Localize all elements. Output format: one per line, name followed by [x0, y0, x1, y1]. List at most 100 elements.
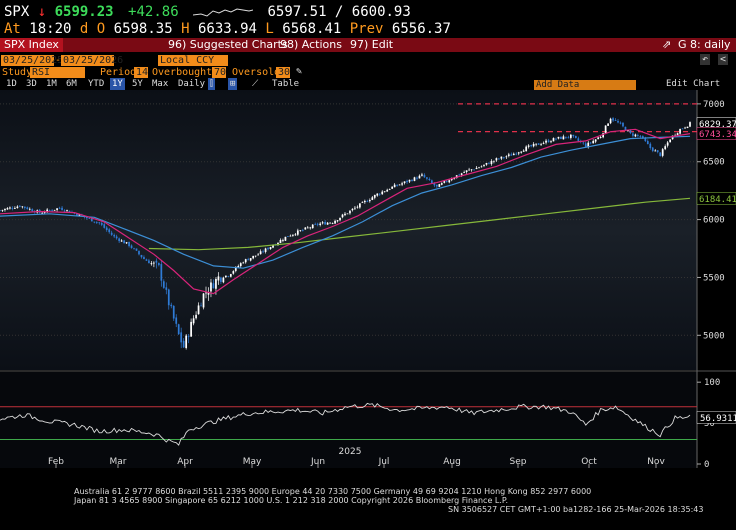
candle-body-269	[666, 142, 669, 146]
candle-body-49	[120, 240, 123, 242]
candle-body-24	[58, 207, 61, 209]
candle-body-119	[294, 234, 297, 236]
range-max[interactable]: Max	[152, 79, 169, 89]
candle-body-157	[388, 189, 391, 191]
currency-select[interactable]: Local CCY	[158, 55, 228, 66]
candle-body-197	[488, 163, 490, 165]
candle-body-2	[4, 208, 6, 211]
prev-label: Prev	[349, 21, 384, 37]
x-tick-label-5: Jul	[378, 457, 390, 467]
candle-body-53	[130, 245, 133, 248]
candle-type-icon[interactable]: ⊞	[228, 78, 238, 90]
candle-body-36	[88, 217, 91, 219]
study-select[interactable]: RSI	[30, 67, 85, 78]
table-button[interactable]: Table	[272, 79, 300, 89]
x-tick-label-6: Aug	[443, 457, 461, 467]
ma-50-line	[0, 135, 691, 269]
period-input[interactable]: 14	[134, 67, 149, 78]
open-value: 6598.35	[113, 21, 173, 37]
candle-body-169	[418, 175, 421, 179]
add-data-input[interactable]: Add Data	[534, 80, 636, 90]
candle-body-129	[319, 223, 322, 225]
edit-chart-button[interactable]: Edit Chart	[666, 79, 721, 89]
edit-button[interactable]: 97) Edit	[350, 38, 394, 51]
candle-body-60	[148, 260, 150, 264]
candle-body-138	[341, 214, 344, 218]
candle-body-90	[222, 277, 225, 283]
candle-body-200	[495, 158, 498, 161]
frequency-select[interactable]: Daily	[178, 79, 206, 89]
overbought-label: Overbought	[152, 67, 213, 78]
candle-body-104	[257, 254, 259, 256]
pencil-icon[interactable]: ✎	[296, 66, 303, 77]
candle-body-114	[282, 240, 284, 241]
candle-body-266	[659, 152, 662, 157]
candle-body-174	[431, 180, 433, 183]
candle-body-50	[123, 240, 125, 244]
overbought-input[interactable]: 70	[212, 67, 227, 78]
chart-type-icon[interactable]: ⫿	[208, 78, 215, 90]
candle-body-150	[371, 197, 374, 200]
external-link-icon[interactable]: ⇗	[662, 38, 672, 51]
candle-body-274	[679, 129, 681, 134]
back-icon[interactable]: <	[718, 54, 729, 65]
candle-body-109	[269, 247, 272, 250]
candle-body-3	[6, 208, 9, 210]
candle-body-159	[393, 184, 396, 188]
rsi-value-label: 56.9311	[700, 414, 736, 424]
line-icon[interactable]: ⟋	[252, 79, 259, 89]
candle-body-28	[68, 210, 71, 213]
candle-body-162	[401, 183, 403, 185]
date-separator: -	[55, 55, 62, 66]
oversold-input[interactable]: 30	[276, 67, 291, 78]
candle-body-260	[644, 138, 647, 142]
range-ytd[interactable]: YTD	[88, 79, 105, 89]
candle-body-41	[100, 222, 103, 225]
x-tick-label-4: Jun	[310, 457, 325, 467]
candle-body-76	[187, 336, 190, 338]
last-price: 6599.23	[54, 4, 114, 20]
ticker[interactable]: SPX	[4, 4, 30, 20]
candle-body-252	[624, 126, 627, 131]
suggested-charts-button[interactable]: 96) Suggested Charts	[168, 38, 288, 51]
undo-icon[interactable]: ↶	[700, 54, 711, 65]
candle-body-170	[421, 174, 423, 176]
range-6m[interactable]: 6M	[66, 79, 77, 89]
candle-body-228	[565, 136, 567, 138]
candle-body-94	[232, 271, 235, 274]
sparkline-icon	[193, 8, 254, 17]
candle-body-270	[669, 139, 672, 143]
candle-body-168	[416, 177, 418, 179]
range-3d[interactable]: 3D	[26, 79, 37, 89]
study-label: Study	[2, 67, 33, 78]
candle-body-222	[550, 141, 552, 143]
candle-body-192	[475, 167, 478, 170]
candle-body-91	[224, 275, 227, 278]
end-date-input[interactable]: 03/25/2026	[61, 55, 124, 66]
candle-body-48	[118, 238, 121, 242]
candle-body-117	[289, 235, 292, 237]
range-1d[interactable]: 1D	[6, 79, 17, 89]
candle-body-141	[349, 210, 351, 214]
actions-button[interactable]: 98) Actions	[280, 38, 342, 51]
range-1y[interactable]: 1Y	[110, 78, 125, 90]
candle-body-167	[413, 177, 416, 181]
candle-body-112	[277, 242, 279, 245]
price-tag-label-1: 6743.34	[699, 130, 736, 140]
start-date-input[interactable]: 03/25/2025	[1, 55, 64, 66]
candle-body-154	[381, 191, 384, 195]
candle-body-110	[272, 245, 274, 248]
candle-body-250	[619, 122, 622, 124]
resistance-levels	[458, 103, 697, 133]
candle-body-276	[684, 127, 686, 129]
candle-body-0	[0, 210, 1, 212]
candle-body-73	[180, 332, 183, 343]
index-label[interactable]: SPX Index	[0, 38, 63, 52]
range-1m[interactable]: 1M	[46, 79, 57, 89]
candle-body-40	[98, 222, 101, 224]
candle-body-152	[376, 193, 379, 196]
candle-body-213	[527, 145, 530, 147]
candle-body-105	[259, 251, 262, 255]
range-5y[interactable]: 5Y	[132, 79, 143, 89]
